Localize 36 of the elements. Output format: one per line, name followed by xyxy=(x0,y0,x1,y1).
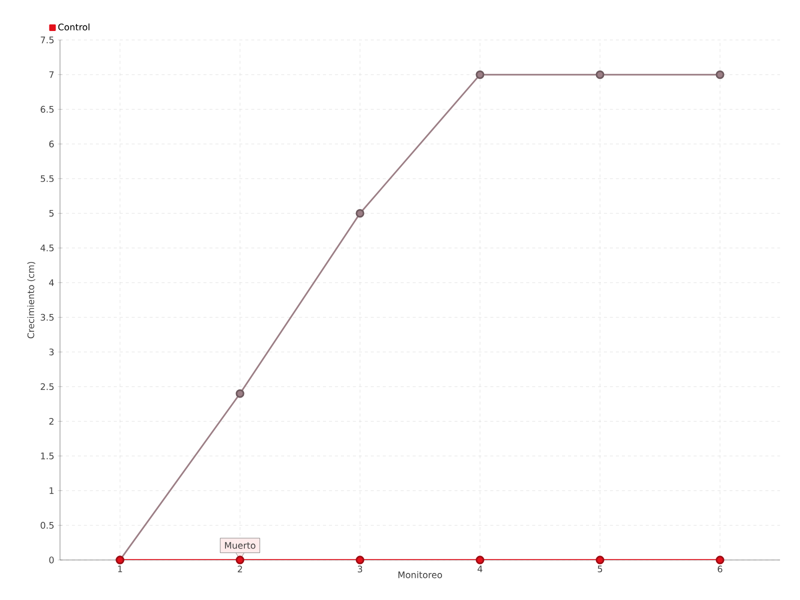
point xyxy=(476,70,484,79)
x-tick-label: 4 xyxy=(478,566,482,572)
x-tick-label: 3 xyxy=(358,566,362,572)
y-tick-label: 4.5 xyxy=(40,244,54,252)
y-tick-label: 6.5 xyxy=(40,106,54,113)
y-tick-label: 0.5 xyxy=(40,522,54,529)
y-tick-label: 6 xyxy=(49,140,54,148)
annotation: Muerto xyxy=(225,542,256,549)
y-tick-label: 7 xyxy=(49,71,54,78)
point xyxy=(236,556,244,564)
y-tick-label: 3 xyxy=(49,348,54,356)
x-tick-label: 5 xyxy=(598,566,602,572)
y-tick-label: 3.5 xyxy=(40,314,54,321)
y-tick-label: 7.5 xyxy=(40,36,54,44)
y-tick-label: 0 xyxy=(49,556,54,564)
y-tick-label: 4 xyxy=(49,279,54,286)
x-axis-title: Monitoreo xyxy=(398,571,442,578)
point xyxy=(236,389,244,398)
y-tick-label: 1 xyxy=(50,487,54,494)
y-tick-label: 1.5 xyxy=(41,452,54,460)
y-tick-label: 2.5 xyxy=(40,383,54,390)
point xyxy=(476,556,484,564)
legend-label: Control xyxy=(58,24,90,30)
point xyxy=(716,556,724,564)
point xyxy=(356,209,364,218)
x-tick-label: 2 xyxy=(238,566,242,572)
point xyxy=(356,556,364,564)
y-tick-label: 5 xyxy=(49,210,54,217)
y-axis-title: Crecimiento (cm) xyxy=(27,262,36,338)
x-tick-label: 1 xyxy=(118,566,122,572)
point xyxy=(716,70,724,79)
point xyxy=(596,70,604,79)
y-tick-label: 5.5 xyxy=(40,175,54,182)
point xyxy=(596,556,604,564)
x-tick-label: 6 xyxy=(718,566,722,572)
y-tick-label: 2 xyxy=(49,418,54,425)
